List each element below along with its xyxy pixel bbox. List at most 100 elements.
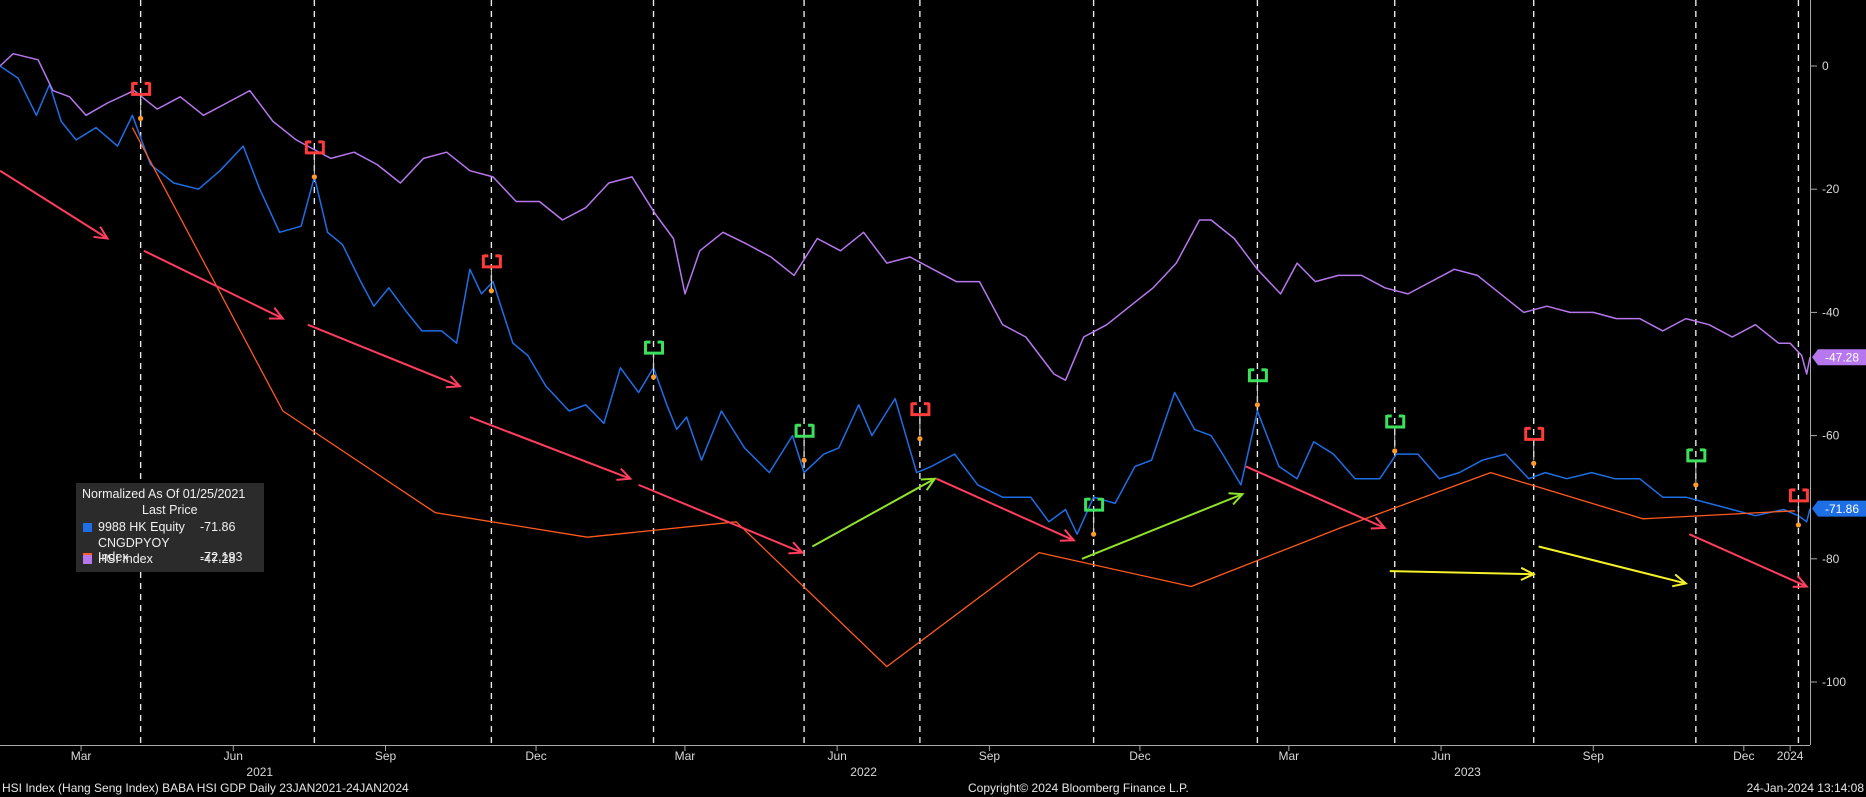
event-flag: [1247, 368, 1268, 408]
x-tick-label: Mar: [71, 749, 92, 763]
last-value-text: -71.86: [1825, 502, 1859, 516]
event-flag: [304, 140, 325, 180]
legend: Normalized As Of 01/25/2021 Last Price 9…: [76, 483, 264, 572]
last-value-labels: -71.86 -47.28: [1812, 349, 1866, 517]
flag-bracket: [481, 254, 502, 269]
flag-bracket: [1385, 415, 1406, 429]
annotation-arrow: [638, 483, 803, 554]
x-tick-label: Dec: [1129, 749, 1150, 763]
flag-bracket: [1788, 488, 1809, 503]
event-lines: [139, 0, 1800, 745]
flag-bracket: [910, 402, 931, 417]
legend-value: -72.193: [200, 550, 243, 564]
arrow-head: [93, 226, 110, 240]
flag-bracket: [794, 424, 815, 438]
x-year-label: 2023: [1454, 765, 1481, 779]
flag-bracket: [304, 140, 325, 155]
x-year-label: 2021: [246, 765, 273, 779]
series-line: [0, 52, 1810, 381]
annotation-arrow: [307, 323, 461, 388]
arrow-head: [1228, 492, 1245, 506]
last-value-text: -47.28: [1825, 351, 1859, 365]
annotation-arrow: [936, 477, 1075, 542]
x-tick-label: Jun: [827, 749, 846, 763]
flag-bracket: [1084, 498, 1105, 512]
flag-bracket: [1686, 448, 1707, 463]
x-tick-label: Dec: [1733, 749, 1754, 763]
event-dot: [917, 436, 923, 442]
y-tick-label: -40: [1822, 305, 1840, 319]
footer-copyright: Copyright© 2024 Bloomberg Finance L.P.: [968, 781, 1189, 795]
flag-bracket: [131, 82, 152, 96]
x-axis: Mar Jun Sep Dec Mar Jun Sep Dec Mar Jun Sep Dec 2024…: [0, 745, 1810, 779]
event-dot: [1091, 531, 1097, 537]
arrow-head: [1671, 573, 1689, 588]
event-flag: [481, 254, 502, 294]
x-tick-label: Dec: [525, 749, 546, 763]
event-markers: [131, 81, 1809, 537]
legend-name: 9988 HK Equity: [98, 520, 185, 534]
x-year-label: 2022: [850, 765, 877, 779]
last-value-tag: [1812, 500, 1866, 517]
y-tick-label: -100: [1822, 675, 1846, 689]
y-axis: 0 -20 -40 -60 -80 -100: [1810, 0, 1846, 745]
arrow-head: [1370, 516, 1387, 530]
event-dot: [1693, 482, 1699, 488]
arrow-head: [1059, 528, 1076, 542]
event-dot: [311, 174, 317, 180]
annotation-arrow: [1389, 570, 1534, 576]
x-tick-label: Mar: [1279, 749, 1300, 763]
x-tick-label: Sep: [979, 749, 1001, 763]
x-tick-label: Jun: [224, 749, 243, 763]
event-dot: [1795, 522, 1802, 528]
event-flag: [644, 340, 665, 380]
legend-subtitle: Last Price: [142, 503, 198, 517]
legend-item-9988: 9988 HK Equity -71.86: [83, 520, 235, 536]
last-value-label: -47.28: [1812, 349, 1866, 366]
x-tick-label: Sep: [375, 749, 397, 763]
flag-bracket: [1524, 427, 1545, 441]
annotation-arrow: [1538, 545, 1687, 585]
event-flag: [1084, 497, 1105, 537]
flag-bracket: [1247, 368, 1268, 383]
y-tick-label: -60: [1822, 429, 1840, 443]
x-tick-label: Sep: [1583, 749, 1605, 763]
annotation-arrow: [143, 249, 284, 320]
arrow-head: [616, 467, 633, 481]
arrow-head: [445, 375, 463, 389]
annotation-arrow: [1081, 493, 1243, 560]
legend-swatch: [83, 555, 92, 564]
event-flag: [131, 81, 152, 121]
event-dot: [1531, 460, 1537, 466]
y-tick-label: -20: [1822, 182, 1840, 196]
annotation-arrow: [1245, 465, 1386, 529]
plot-area: [0, 52, 1810, 668]
legend-title: Normalized As Of 01/25/2021: [82, 487, 246, 501]
annotation-arrow: [811, 477, 936, 548]
event-dot: [650, 374, 657, 380]
arrow-head: [920, 477, 937, 491]
annotation-arrows: [0, 169, 1809, 588]
event-dot: [138, 115, 144, 121]
event-dot: [801, 457, 807, 463]
annotation-arrow: [469, 416, 631, 480]
legend-item-hsi: HSI Index -47.28: [83, 552, 235, 568]
annotation-arrow: [0, 169, 109, 240]
legend-name: HSI Index: [98, 552, 153, 566]
last-value-tag: [1812, 349, 1866, 366]
series-line: [131, 127, 1796, 668]
y-tick-label: 0: [1822, 59, 1829, 73]
x-tick-label: Mar: [675, 749, 696, 763]
arrow-head: [268, 306, 285, 320]
event-flag: [910, 402, 931, 442]
event-flag: [1686, 448, 1707, 488]
legend-value: -47.28: [200, 552, 236, 566]
event-flag: [1385, 414, 1406, 454]
legend-swatch: [83, 523, 92, 532]
event-dot: [1254, 402, 1261, 408]
event-flag: [1788, 488, 1809, 528]
y-tick-label: -80: [1822, 552, 1840, 566]
event-flag: [1524, 426, 1545, 466]
legend-name: CNGDPYOY Index: [98, 536, 170, 564]
annotation-arrow: [1688, 533, 1808, 588]
